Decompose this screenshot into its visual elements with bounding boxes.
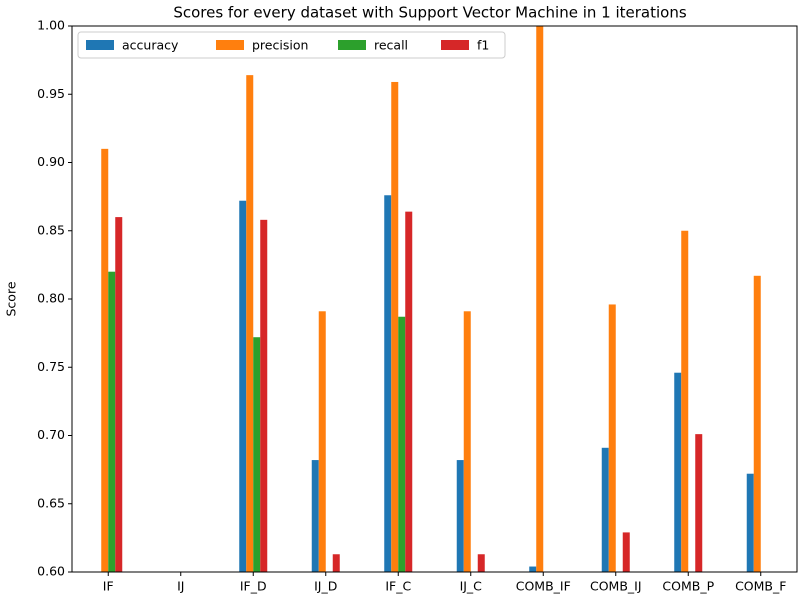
bar — [746, 473, 754, 572]
y-tick-label: 0.90 — [37, 154, 65, 169]
bar — [529, 566, 537, 572]
bar — [115, 217, 123, 572]
y-tick-label: 0.70 — [37, 427, 65, 442]
chart-title: Scores for every dataset with Support Ve… — [173, 4, 687, 22]
bar — [260, 219, 268, 572]
bar — [622, 532, 630, 572]
x-tick-label: COMB_F — [735, 579, 786, 594]
bar — [674, 372, 682, 572]
bar — [253, 337, 261, 572]
bar — [391, 81, 399, 572]
bar — [681, 230, 689, 572]
bar — [695, 434, 703, 572]
legend-swatch — [338, 40, 366, 50]
bar — [753, 275, 761, 572]
y-tick-label: 0.65 — [37, 495, 65, 510]
legend-swatch — [86, 40, 114, 50]
bar — [398, 316, 406, 572]
bar — [456, 460, 464, 572]
bar — [332, 554, 340, 572]
y-tick-label: 0.60 — [37, 564, 65, 579]
bar — [601, 447, 609, 572]
x-tick-label: IJ_D — [314, 579, 337, 594]
y-tick-label: 0.85 — [37, 222, 65, 237]
bar — [608, 304, 616, 572]
x-tick-label: IJ_C — [460, 579, 483, 594]
plot-frame — [71, 25, 798, 573]
x-tick-label: COMB_P — [662, 579, 714, 594]
x-tick-label: IJ — [177, 579, 184, 594]
bar — [239, 200, 247, 572]
legend-label: f1 — [477, 38, 489, 53]
y-tick-label: 0.75 — [37, 359, 65, 374]
legend-box — [77, 31, 506, 59]
legend-label: precision — [252, 38, 308, 53]
bar — [101, 148, 109, 572]
legend-swatch — [216, 40, 244, 50]
bar — [405, 211, 413, 572]
bar — [311, 460, 319, 572]
legend-label: recall — [374, 38, 408, 53]
x-tick-label: COMB_IJ — [590, 579, 642, 594]
x-tick-label: COMB_IF — [516, 579, 571, 594]
x-tick-label: IF_C — [385, 579, 411, 594]
x-tick-label: IF_D — [240, 579, 267, 594]
bar — [463, 311, 471, 572]
x-tick-label: IF — [103, 579, 114, 594]
y-axis-label: Score — [4, 281, 19, 316]
bar — [108, 271, 116, 572]
bar — [246, 75, 254, 572]
bar — [384, 195, 392, 572]
bar — [477, 554, 485, 572]
legend-label: accuracy — [122, 38, 179, 53]
y-tick-label: 1.00 — [37, 18, 65, 33]
bar — [318, 311, 326, 572]
bar — [536, 26, 544, 572]
y-tick-label: 0.80 — [37, 291, 65, 306]
legend-swatch — [441, 40, 469, 50]
y-tick-label: 0.95 — [37, 86, 65, 101]
